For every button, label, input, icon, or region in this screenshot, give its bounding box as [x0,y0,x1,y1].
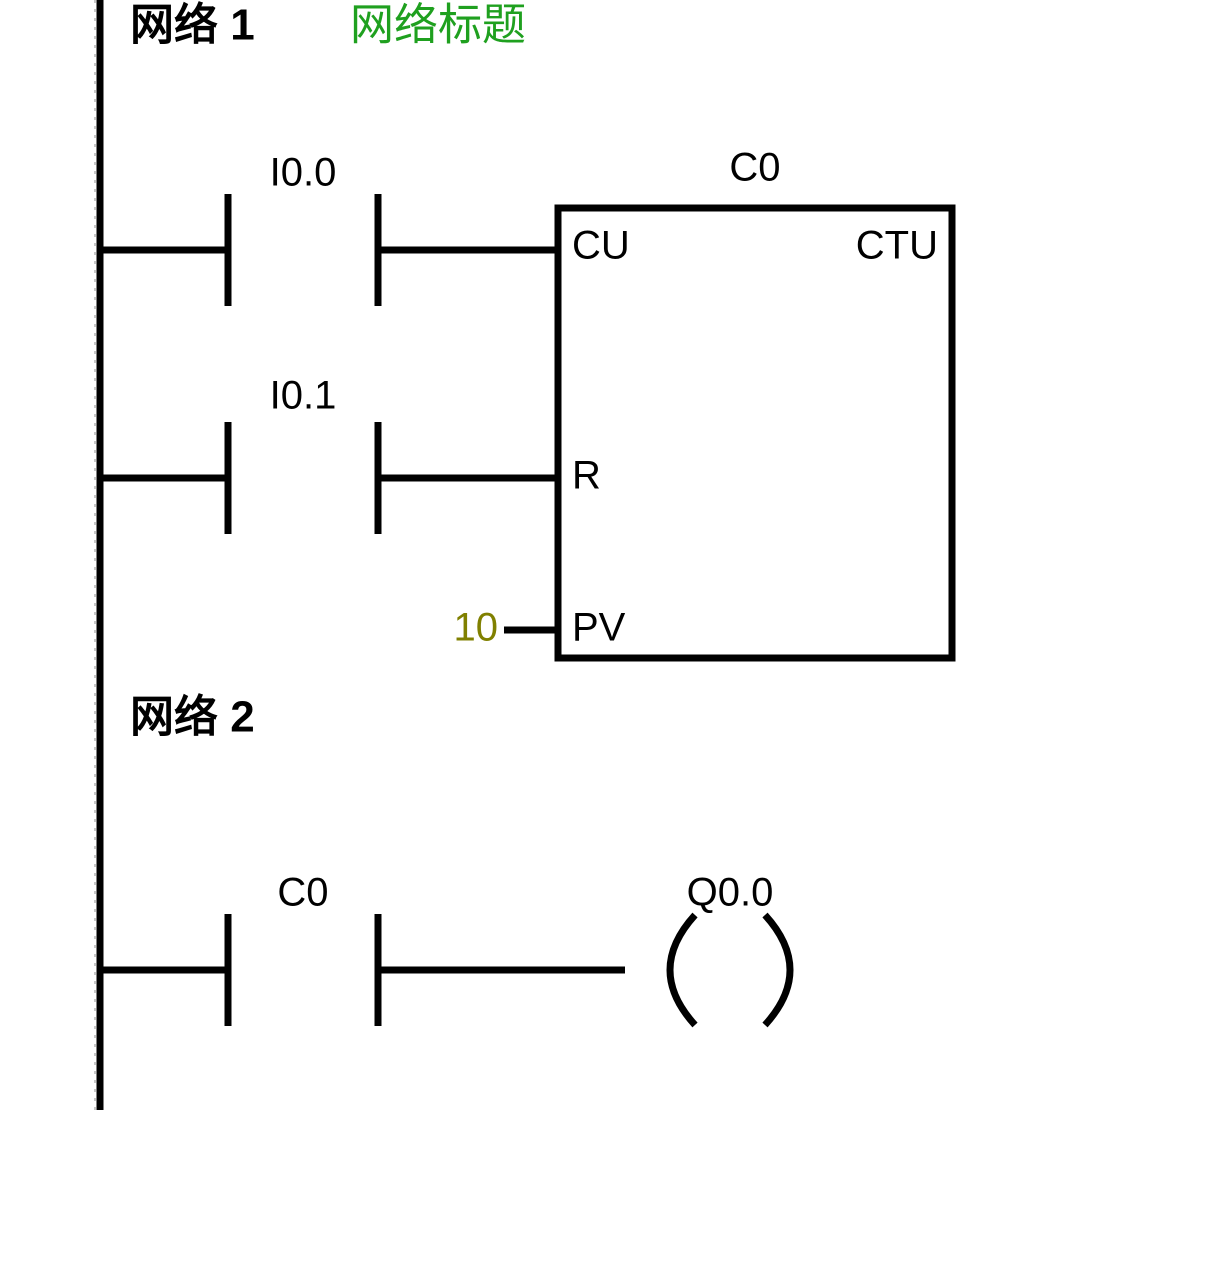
ladder-diagram: 网络 1 网络标题 C0 CTU CU R PV I0.0 I0.1 10 网络 2 C0 Q0.0 [0,0,1226,1286]
contact-label-C0: C0 [277,871,328,915]
pin-R: R [572,454,601,498]
network-2-label: 网络 2 [130,692,255,742]
contact-label-I0.0: I0.0 [270,151,337,195]
network-1-label: 网络 1 [130,0,255,50]
pv-constant: 10 [454,606,499,650]
coil-right-paren [765,915,790,1025]
pin-PV: PV [572,606,626,650]
block-type: CTU [856,224,938,268]
network-1-subtitle: 网络标题 [350,1,526,50]
counter-block [558,208,952,658]
contact-label-I0.1: I0.1 [270,374,337,418]
block-title: C0 [729,146,780,190]
coil-label: Q0.0 [687,871,774,915]
coil-left-paren [670,915,695,1025]
pin-CU: CU [572,224,630,268]
